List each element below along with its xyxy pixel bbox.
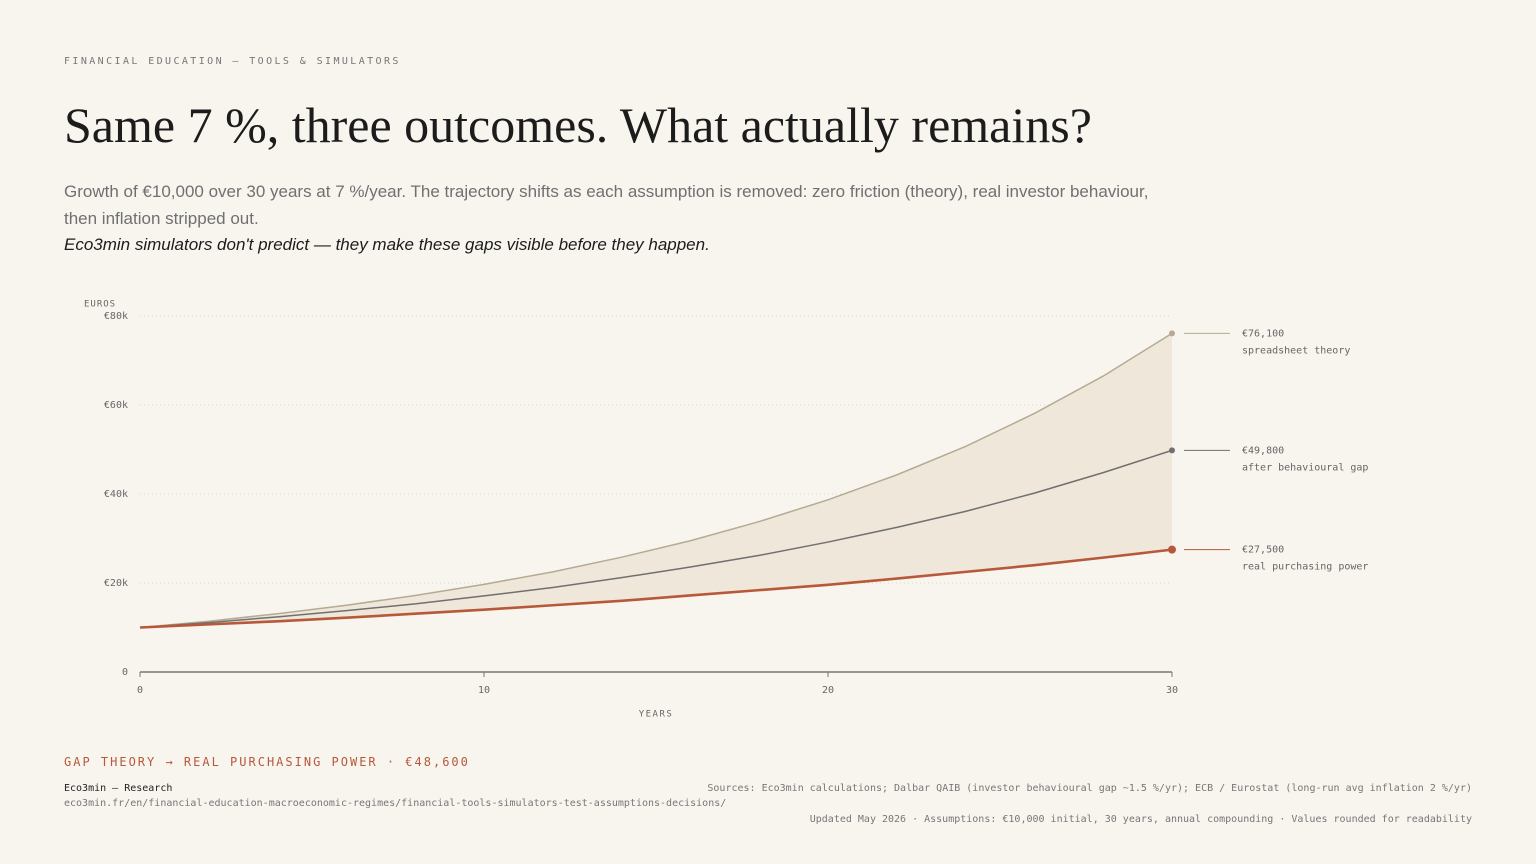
eyebrow: FINANCIAL EDUCATION — TOOLS & SIMULATORS <box>64 56 401 67</box>
legend-label: after behavioural gap <box>1242 462 1368 473</box>
title: Same 7 %, three outcomes. What actually … <box>64 97 1092 153</box>
chart: EUROS YEARS 0 €20k €40k €60k €80k 0 10 20 30 €76,… <box>84 300 1368 720</box>
end-value-label: €27,500 <box>1242 545 1284 556</box>
end-dot <box>1169 447 1175 454</box>
y-tick-label: €40k <box>104 489 128 500</box>
line <box>139 332 1173 629</box>
gap-area <box>140 333 1172 628</box>
y-tick-label: €80k <box>104 311 128 322</box>
x-tick-label: 30 <box>1166 685 1178 696</box>
end-dot <box>1168 545 1176 554</box>
brand: Eco3min — Research <box>64 783 173 794</box>
legend-label: real purchasing power <box>1242 562 1368 573</box>
y-tick-label: 0 <box>122 667 128 678</box>
updated: Updated May 2026 · Assumptions: €10,000 … <box>809 814 1472 825</box>
x-tick-label: 0 <box>137 685 143 696</box>
line <box>139 449 1173 629</box>
x-axis-label: YEARS <box>639 710 674 720</box>
line <box>139 548 1173 629</box>
summary: GAP THEORY → REAL PURCHASING POWER · €48… <box>64 755 470 769</box>
url: eco3min.fr/en/financial-education-macroe… <box>64 798 727 809</box>
y-tick-label: €20k <box>104 578 128 589</box>
x-tick-label: 10 <box>478 685 490 696</box>
end-value-label: €49,800 <box>1242 445 1284 456</box>
end-value-label: €76,100 <box>1242 328 1284 339</box>
x-tick-label: 20 <box>822 685 834 696</box>
y-axis-label: EUROS <box>84 300 116 310</box>
subtitle: Growth of €10,000 over 30 years at 7 %/y… <box>64 182 1149 228</box>
legend-label: spreadsheet theory <box>1242 345 1350 356</box>
sources: Sources: Eco3min calculations; Dalbar QA… <box>707 783 1472 794</box>
tagline: Eco3min simulators don't predict — they … <box>64 235 710 254</box>
end-dot <box>1169 330 1175 337</box>
y-tick-label: €60k <box>104 400 128 411</box>
